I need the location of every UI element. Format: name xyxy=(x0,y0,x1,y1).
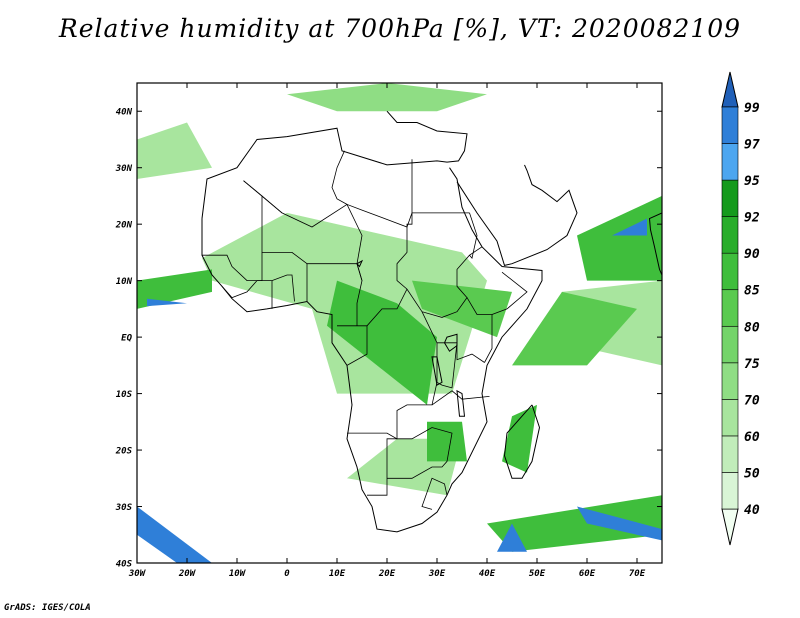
border-12 xyxy=(437,342,485,363)
lon-label-30W: 30W xyxy=(128,569,147,579)
lakes xyxy=(356,259,466,417)
longitude-axis: 30W 20W 10W 0 10E 20E 30E 40E 50E 60E 70E xyxy=(128,83,646,579)
lat-label-10S: 10S xyxy=(116,390,133,400)
colorbar-segment-70-75 xyxy=(721,362,739,400)
humidity-area-15 xyxy=(612,218,647,236)
colorbar-segment-40-50 xyxy=(721,472,739,510)
lat-label-40N: 40N xyxy=(116,108,133,118)
border-7 xyxy=(202,251,308,282)
colorbar-top-arrow xyxy=(721,71,739,108)
colorbar-label-70: 70 xyxy=(744,393,760,408)
humidity-area-9 xyxy=(427,421,467,462)
lat-label-20S: 20S xyxy=(115,447,133,457)
colorbar-label-60: 60 xyxy=(744,430,760,445)
humidity-area-7 xyxy=(327,280,437,405)
humidity-area-10 xyxy=(502,404,537,473)
humidity-area-17 xyxy=(497,523,527,552)
lake-1 xyxy=(431,356,443,386)
humidity-area-11 xyxy=(577,195,662,281)
lon-label-20E: 20E xyxy=(378,569,396,579)
colorbar-label-95: 95 xyxy=(744,174,760,189)
coastline-4 xyxy=(648,212,662,276)
lat-label-30S: 30S xyxy=(115,503,133,513)
lake-2 xyxy=(456,389,466,417)
coastline-1 xyxy=(201,167,543,533)
map-title: Relative humidity at 700hPa [%], VT: 202… xyxy=(58,14,742,43)
humidity-area-8 xyxy=(137,269,212,309)
humidity-area-16 xyxy=(147,298,187,307)
border-20 xyxy=(421,477,448,510)
grads-credit: GrADS: IGES/COLA xyxy=(4,603,91,613)
colorbar-label-80: 80 xyxy=(744,320,760,335)
lat-label-EQ: EQ xyxy=(121,334,132,344)
colorbar-label-90: 90 xyxy=(744,247,760,262)
colorbar-segment-92-95 xyxy=(721,179,739,217)
colorbar-bottom-arrow xyxy=(721,508,739,546)
lat-label-40S: 40S xyxy=(116,560,133,570)
humidity-fields xyxy=(137,83,662,563)
colorbar-segment-80-85 xyxy=(721,289,739,327)
country-borders xyxy=(202,150,528,510)
coastline-2 xyxy=(456,164,578,266)
lake-3 xyxy=(356,259,364,268)
border-1 xyxy=(331,150,348,205)
coastlines xyxy=(201,110,662,533)
lat-label-30N: 30N xyxy=(115,164,133,174)
humidity-area-4 xyxy=(287,83,487,112)
coastline-0 xyxy=(201,110,468,219)
lat-label-20N: 20N xyxy=(115,221,133,231)
lon-label-40E: 40E xyxy=(479,569,496,579)
map-frame xyxy=(136,82,663,564)
colorbar-segment-85-90 xyxy=(721,252,739,291)
colorbar: 40 50 60 70 75 80 85 90 92 95 97 99 xyxy=(721,71,760,546)
border-9 xyxy=(261,195,283,214)
border-6 xyxy=(306,263,363,302)
colorbar-label-75: 75 xyxy=(744,357,760,372)
lon-label-10E: 10E xyxy=(329,569,346,579)
humidity-area-6 xyxy=(412,280,512,338)
latitude-axis: 40N 30N 20N 10N EQ 10S 20S 30S 40S xyxy=(115,108,662,570)
lat-label-10N: 10N xyxy=(116,277,133,287)
colorbar-label-85: 85 xyxy=(744,284,760,299)
colorbar-label-99: 99 xyxy=(744,101,760,116)
border-11 xyxy=(347,427,453,479)
colorbar-segment-97-99 xyxy=(721,106,739,144)
lon-label-70E: 70E xyxy=(629,569,646,579)
lon-label-50E: 50E xyxy=(529,569,546,579)
humidity-area-12 xyxy=(487,495,662,552)
border-16 xyxy=(469,212,478,259)
colorbar-segment-95-97 xyxy=(721,143,739,181)
humidity-area-5 xyxy=(512,291,637,366)
border-0 xyxy=(243,180,470,228)
border-10 xyxy=(367,311,438,496)
lon-label-10W: 10W xyxy=(229,569,247,579)
border-18 xyxy=(221,274,295,302)
border-3 xyxy=(346,288,408,366)
lon-label-0: 0 xyxy=(284,569,290,579)
coastline-3 xyxy=(503,404,541,479)
colorbar-label-50: 50 xyxy=(744,466,760,481)
colorbar-segment-75-80 xyxy=(721,325,739,364)
colorbar-label-92: 92 xyxy=(744,211,760,226)
colorbar-label-40: 40 xyxy=(744,503,760,518)
lake-0 xyxy=(443,333,458,352)
lon-label-60E: 60E xyxy=(579,569,596,579)
colorbar-segment-50-60 xyxy=(721,435,739,473)
lon-label-20W: 20W xyxy=(178,569,197,579)
colorbar-segment-90-92 xyxy=(721,216,739,254)
border-17 xyxy=(491,271,528,315)
lon-label-30E: 30E xyxy=(428,569,446,579)
humidity-area-13 xyxy=(137,506,212,563)
humidity-area-3 xyxy=(137,122,212,179)
colorbar-segment-60-70 xyxy=(721,399,739,437)
humidity-area-14 xyxy=(577,506,662,541)
colorbar-label-97: 97 xyxy=(744,138,760,153)
